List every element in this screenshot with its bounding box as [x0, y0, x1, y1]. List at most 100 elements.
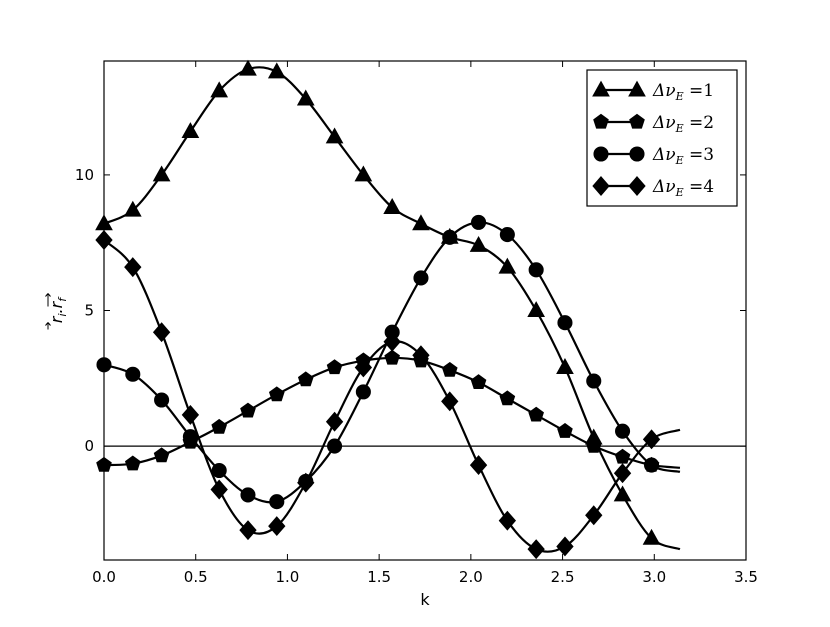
series-3-point: [442, 229, 458, 245]
y-axis-label: ri.rf: [45, 293, 69, 330]
series-3-point: [182, 429, 198, 445]
series-1-point: [181, 122, 200, 139]
legend-marker: [593, 146, 609, 162]
x-tick-label: 3.0: [642, 568, 666, 586]
x-tick-label: 1.5: [367, 568, 391, 586]
series-2-point: [470, 374, 487, 390]
legend-marker: [629, 113, 645, 129]
series-1-point: [469, 235, 488, 252]
series-2-point: [557, 422, 573, 438]
series-2-point: [153, 447, 170, 463]
series-4-point: [152, 322, 171, 343]
series-1-point: [239, 59, 257, 76]
series-3-point: [615, 423, 631, 439]
x-axis-label: k: [420, 590, 430, 609]
legend-entry-3: ΔνE =3: [593, 145, 714, 167]
series-3-point: [643, 457, 660, 473]
series-4-point: [441, 391, 459, 412]
legend-entry-1: ΔνE =1: [592, 80, 714, 103]
series-4-point: [613, 463, 632, 484]
series-1-point: [527, 301, 546, 317]
series-3-point: [557, 315, 573, 331]
series-3-point: [355, 384, 371, 400]
series-3-point: [499, 227, 515, 243]
series-4-point: [124, 257, 142, 278]
series-4-point: [268, 516, 286, 537]
series-2-point: [585, 437, 602, 453]
series-1-point: [383, 198, 402, 214]
series-3-point: [211, 462, 227, 479]
series-3-point: [413, 270, 429, 286]
x-tick-label: 2.5: [551, 568, 575, 586]
y-tick-label: 0: [84, 437, 94, 455]
svg-text:ri.rf: ri.rf: [47, 296, 69, 323]
series-1-point: [412, 214, 430, 231]
series-4-point: [498, 510, 517, 531]
series-4-point: [239, 520, 257, 541]
x-tick-label: 0.0: [92, 568, 116, 586]
series-1-point: [556, 358, 574, 374]
series-2-point: [499, 390, 516, 406]
series-4-point: [469, 455, 488, 476]
series-2-point: [614, 448, 631, 464]
x-tick-label: 1.0: [275, 568, 299, 586]
vector-arrow-icons: [45, 293, 51, 330]
series-1-point: [210, 81, 229, 98]
series-1-point: [123, 200, 142, 217]
legend-marker: [592, 80, 610, 97]
series-markers-layer: [95, 59, 661, 560]
legend-marker: [629, 146, 645, 162]
series-1-point: [642, 528, 661, 545]
series-2-point: [441, 361, 458, 377]
series-2-point: [384, 349, 400, 365]
series-2-point: [297, 371, 314, 387]
x-tick-label: 2.0: [459, 568, 483, 586]
legend-entry-2: ΔνE =2: [593, 113, 714, 135]
series-2-point: [326, 359, 343, 375]
series-4-point: [412, 345, 430, 366]
series-4-point: [585, 505, 603, 526]
series-3-point: [154, 392, 170, 408]
series-3-point: [125, 366, 141, 382]
legend-marker: [628, 80, 646, 97]
series-4-point: [210, 479, 228, 500]
legend-marker: [628, 176, 646, 196]
legend-box: [586, 69, 738, 207]
legend-marker: [592, 176, 610, 196]
series-1-point: [498, 257, 517, 274]
series-2-point: [240, 402, 256, 418]
series-3-point: [327, 438, 343, 454]
series-3-point: [269, 494, 285, 510]
legend-label: ΔνE =1: [652, 81, 714, 103]
series-4-point: [297, 472, 315, 493]
series-1-point: [267, 62, 286, 79]
series-4-point: [354, 357, 373, 378]
series-1-point: [613, 485, 632, 502]
series-2-point: [528, 406, 544, 422]
chart-legend: ΔνE =1 ΔνE =2 ΔνE =3 ΔνE =4: [586, 69, 738, 207]
series-4-point: [383, 331, 401, 352]
y-tick-label: 5: [84, 302, 94, 320]
series-3-point: [586, 373, 602, 389]
series-1-point: [152, 165, 171, 182]
series-4-point: [527, 539, 545, 560]
x-tick-label: 3.5: [734, 568, 758, 586]
series-4-point: [642, 429, 661, 450]
series-line-4: [103, 239, 681, 553]
legend-label: ΔνE =4: [652, 177, 714, 199]
axis-ticks-layer: 0.0 0.5 1.0 1.5 2.0 2.5 3.0 3.5 0 5 10: [75, 61, 758, 586]
series-1-point: [354, 165, 373, 182]
series-3-point: [471, 214, 487, 230]
y-tick-label: 10: [75, 166, 94, 184]
legend-label: ΔνE =3: [652, 145, 714, 167]
series-3-point: [528, 262, 544, 278]
series-2-point: [124, 455, 141, 471]
series-2-point: [211, 418, 228, 434]
series-1-point: [296, 89, 315, 106]
series-2-point: [268, 386, 285, 402]
legend-marker: [593, 113, 609, 129]
series-4-point: [325, 411, 344, 432]
legend-label: ΔνE =2: [652, 113, 714, 135]
